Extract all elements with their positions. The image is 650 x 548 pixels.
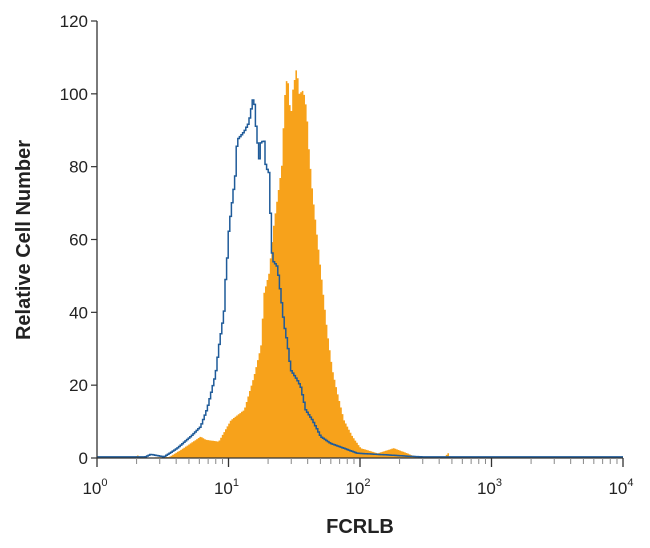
x-tick-label: 102	[345, 477, 370, 498]
y-tick-label: 20	[69, 376, 88, 395]
plot-area	[97, 70, 623, 459]
y-tick-label: 80	[69, 158, 88, 177]
tick-exponent: 1	[233, 477, 239, 489]
x-tick-label: 101	[214, 477, 239, 498]
filled-histogram	[97, 70, 623, 459]
tick-exponent: 2	[364, 477, 370, 489]
tick-base: 10	[214, 479, 233, 498]
y-axis-title: Relative Cell Number	[13, 140, 35, 340]
y-tick-label: 100	[60, 85, 88, 104]
tick-exponent: 3	[496, 477, 502, 489]
tick-base: 10	[82, 479, 101, 498]
tick-base: 10	[477, 479, 496, 498]
x-tick-label: 103	[477, 477, 502, 498]
outline-histogram	[97, 99, 623, 458]
x-tick-label: 104	[608, 477, 633, 498]
tick-exponent: 4	[627, 477, 633, 489]
y-tick-label: 0	[79, 449, 88, 468]
tick-exponent: 0	[101, 477, 107, 489]
y-tick-label: 40	[69, 303, 88, 322]
tick-base: 10	[608, 479, 627, 498]
x-tick-label: 100	[82, 477, 107, 498]
tick-base: 10	[345, 479, 364, 498]
y-tick-label: 60	[69, 231, 88, 250]
x-axis-title: FCRLB	[326, 516, 394, 538]
y-tick-label: 120	[60, 12, 88, 31]
